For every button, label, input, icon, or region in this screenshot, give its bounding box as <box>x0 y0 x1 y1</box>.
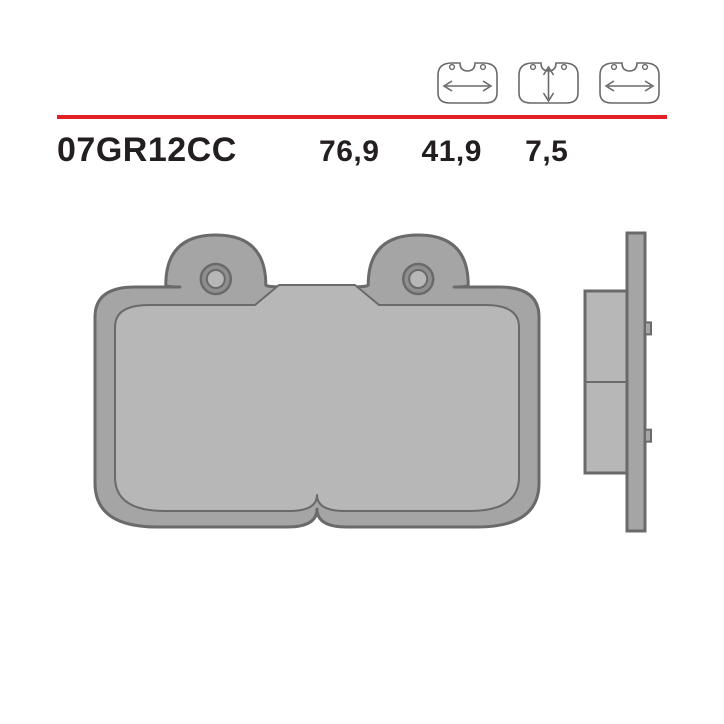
info-row: 07GR12CC 76,9 41,9 7,5 <box>57 131 667 170</box>
dimension-height: 41,9 <box>402 135 502 169</box>
part-number: 07GR12CC <box>57 131 237 170</box>
brake-pad-diagram <box>57 227 667 567</box>
dimension-thickness: 7,5 <box>502 135 592 169</box>
thickness-dimension-icon <box>592 57 667 107</box>
product-spec-card: 07GR12CC 76,9 41,9 7,5 <box>57 57 667 667</box>
dimension-icons-row <box>430 57 667 107</box>
dimension-width: 76,9 <box>297 135 402 169</box>
height-dimension-icon <box>511 57 586 107</box>
separator-redline <box>57 115 667 119</box>
width-dimension-icon <box>430 57 505 107</box>
